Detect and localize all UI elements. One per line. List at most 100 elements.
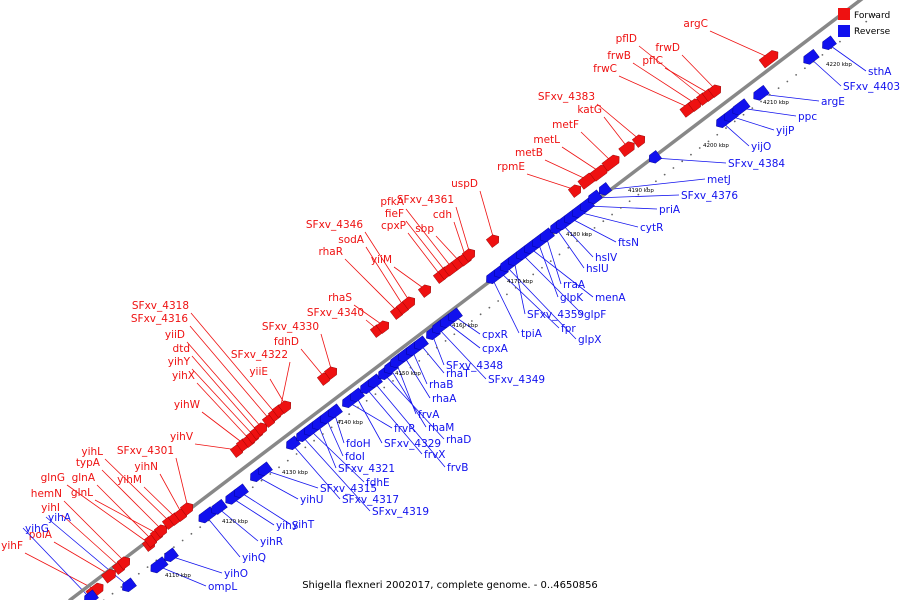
gene-label-yiie[interactable]: yiiE [249, 366, 268, 378]
gene-label-sfxv-4403[interactable]: SFxv_4403 [843, 81, 900, 93]
gene-label-sfxv-4340[interactable]: SFxv_4340 [307, 307, 364, 319]
gene-label-cpxp[interactable]: cpxP [381, 220, 406, 232]
gene-label-rraa[interactable]: rraA [563, 279, 586, 291]
gene-label-sfxv-4319[interactable]: SFxv_4319 [372, 506, 429, 518]
gene-rhas-forward[interactable] [375, 318, 392, 334]
gene-label-sfxv-4330[interactable]: SFxv_4330 [262, 321, 319, 333]
gene-label-yihx[interactable]: yihX [172, 370, 195, 382]
gene-label-pfld[interactable]: pflD [616, 33, 637, 45]
gene-label-yihl[interactable]: yihL [81, 446, 103, 458]
gene-label-sfxv-4376[interactable]: SFxv_4376 [681, 190, 738, 202]
gene-label-sfxv-4317[interactable]: SFxv_4317 [342, 494, 399, 506]
gene-yiim-forward[interactable] [417, 282, 434, 298]
gene-sfxv-4403-reverse[interactable] [801, 48, 820, 67]
gene-label-uspd[interactable]: uspD [451, 178, 478, 190]
gene-typa-forward[interactable] [153, 522, 170, 538]
gene-label-fief[interactable]: fieF [385, 208, 404, 220]
gene-label-metb[interactable]: metB [515, 147, 543, 159]
gene-label-soda[interactable]: sodA [338, 234, 365, 246]
gene-label-sfxv-4322[interactable]: SFxv_4322 [231, 349, 288, 361]
gene-frwd-forward[interactable] [707, 82, 724, 98]
gene-label-sfxv-4361[interactable]: SFxv_4361 [397, 194, 454, 206]
gene-label-pria[interactable]: priA [659, 204, 681, 216]
gene-label-frwb[interactable]: frwB [607, 50, 631, 62]
gene-label-frvb[interactable]: frvB [447, 462, 468, 474]
gene-label-yihi[interactable]: yihI [41, 502, 60, 514]
gene-label-sfxv-4384[interactable]: SFxv_4384 [728, 158, 785, 170]
gene-label-glpx[interactable]: glpX [578, 334, 601, 346]
gene-label-metj[interactable]: metJ [707, 174, 731, 186]
gene-label-typa[interactable]: typA [76, 457, 101, 469]
gene-label-yihg[interactable]: yihG [25, 523, 49, 535]
gene-yihr-reverse[interactable] [209, 498, 228, 517]
gene-label-hslv[interactable]: hslV [595, 252, 618, 264]
gene-label-pola[interactable]: polA [29, 529, 53, 541]
gene-label-yiim[interactable]: yiiM [371, 254, 392, 266]
gene-arge-reverse[interactable] [751, 84, 770, 103]
gene-label-fdoh[interactable]: fdoH [346, 438, 371, 450]
gene-label-sfxv-4316[interactable]: SFxv_4316 [131, 313, 188, 325]
gene-label-frva[interactable]: frvA [418, 409, 440, 421]
gene-label-sfxv-4383[interactable]: SFxv_4383 [538, 91, 595, 103]
gene-label-mena[interactable]: menA [595, 292, 626, 304]
gene-label-rhaa[interactable]: rhaA [432, 393, 457, 405]
gene-label-arge[interactable]: argE [821, 96, 845, 108]
gene-label-yihq[interactable]: yihQ [242, 552, 266, 564]
gene-label-glnl[interactable]: glnL [71, 487, 93, 499]
gene-label-pfka[interactable]: pfkA [380, 196, 404, 208]
gene-label-cytr[interactable]: cytR [640, 222, 663, 234]
gene-label-metl[interactable]: metL [533, 134, 560, 146]
gene-label-cpxa[interactable]: cpxA [482, 343, 509, 355]
gene-label-yihv[interactable]: yihV [170, 431, 194, 443]
gene-label-hslu[interactable]: hslU [586, 263, 609, 275]
gene-label-glng[interactable]: glnG [41, 472, 65, 484]
gene-label-hemn[interactable]: hemN [31, 488, 62, 500]
gene-label-sfxv-4321[interactable]: SFxv_4321 [338, 463, 395, 475]
gene-label-sfxv-4346[interactable]: SFxv_4346 [306, 219, 363, 231]
gene-rpme-forward[interactable] [567, 182, 584, 198]
gene-label-frwc[interactable]: frwC [593, 63, 617, 75]
gene-label-ppc[interactable]: ppc [798, 111, 817, 123]
gene-pola-forward[interactable] [101, 567, 118, 584]
gene-label-glpk[interactable]: glpK [560, 292, 584, 304]
gene-label-ompl[interactable]: ompL [208, 581, 237, 593]
gene-label-katg[interactable]: katG [577, 104, 602, 116]
gene-metj-reverse[interactable] [596, 182, 613, 197]
gene-metf-forward[interactable] [601, 153, 622, 172]
gene-yiha-reverse[interactable] [119, 577, 137, 594]
gene-label-sfxv-4318[interactable]: SFxv_4318 [132, 300, 189, 312]
gene-argc-forward[interactable] [758, 48, 781, 69]
gene-yiho-reverse[interactable] [161, 547, 179, 564]
gene-label-yihs[interactable]: yihS [276, 520, 299, 532]
gene-label-rpme[interactable]: rpmE [497, 161, 525, 173]
gene-label-argc[interactable]: argC [683, 18, 708, 30]
gene-sfxv-4315-reverse[interactable] [255, 461, 273, 478]
gene-label-glna[interactable]: glnA [72, 472, 96, 484]
gene-yiie-forward[interactable] [277, 398, 294, 414]
gene-label-rhab[interactable]: rhaB [429, 379, 453, 391]
gene-label-dtd[interactable]: dtd [173, 343, 190, 355]
gene-label-frvr[interactable]: frvR [394, 423, 416, 435]
gene-label-cdh[interactable]: cdh [433, 209, 452, 221]
gene-ppc-reverse[interactable] [730, 98, 751, 118]
gene-label-yiho[interactable]: yihO [224, 568, 248, 580]
gene-label-fdhe[interactable]: fdhE [366, 477, 390, 489]
gene-label-cpxr[interactable]: cpxR [482, 329, 508, 341]
gene-yiid-forward[interactable] [253, 420, 270, 436]
gene-label-ftsn[interactable]: ftsN [618, 237, 639, 249]
gene-rhat-reverse[interactable] [411, 335, 429, 352]
gene-label-yihu[interactable]: yihU [300, 494, 323, 506]
gene-label-frwd[interactable]: frwD [655, 42, 680, 54]
gene-yihg-reverse[interactable] [81, 589, 99, 600]
gene-label-glpf[interactable]: glpF [584, 309, 606, 321]
gene-stha-reverse[interactable] [819, 35, 837, 52]
gene-label-metf[interactable]: metF [552, 119, 579, 131]
gene-label-yihw[interactable]: yihW [174, 399, 201, 411]
gene-label-stha[interactable]: sthA [868, 66, 892, 78]
gene-label-yiid[interactable]: yiiD [165, 329, 185, 341]
gene-label-sfxv-4349[interactable]: SFxv_4349 [488, 374, 545, 386]
gene-fdoh-reverse[interactable] [325, 403, 343, 420]
gene-label-rhar[interactable]: rhaR [318, 246, 343, 258]
gene-label-yihn[interactable]: yihN [134, 461, 158, 473]
gene-cpxr-reverse[interactable] [445, 307, 463, 324]
